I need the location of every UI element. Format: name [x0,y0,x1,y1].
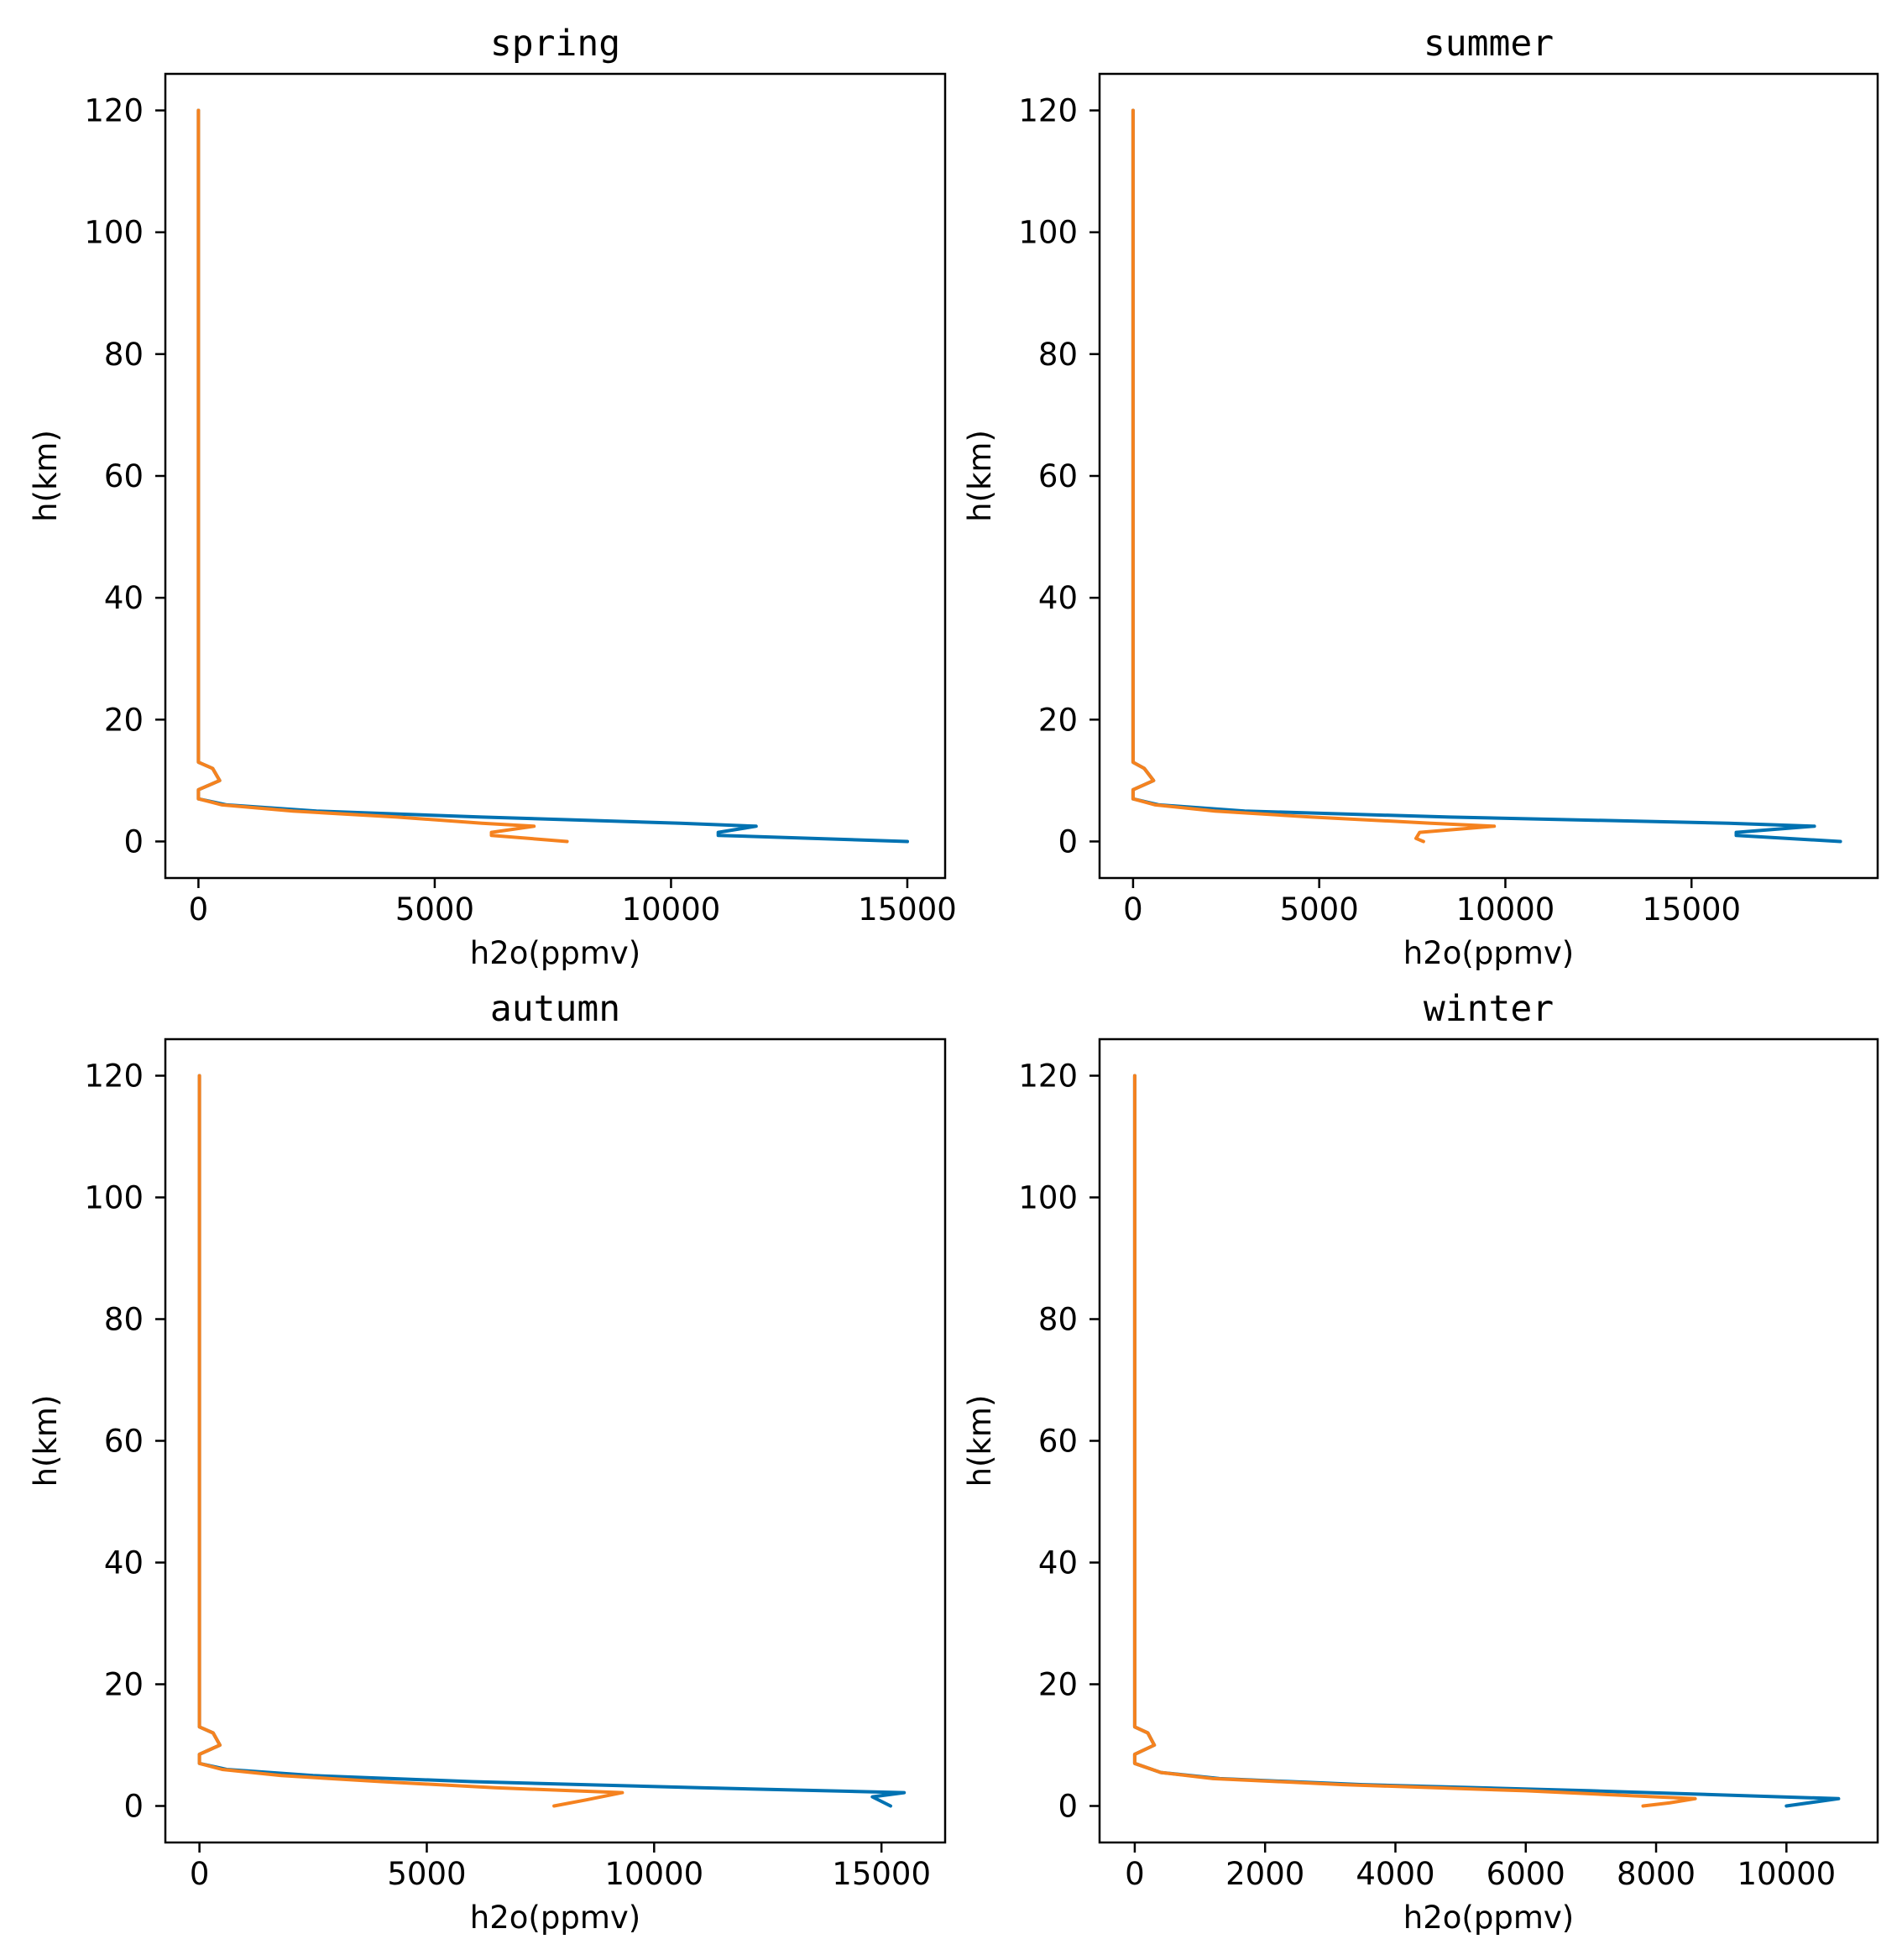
spring-ytick-label: 80 [104,337,144,373]
winter-xtick-label: 10000 [1737,1856,1836,1892]
spring-series-2-line [196,108,569,844]
spring-ytick-label: 20 [104,702,144,738]
autumn-xtick-label: 5000 [387,1856,466,1892]
summer-series-1-line [1131,108,1842,844]
winter-title: winter [1424,988,1554,1030]
summer-ytick-label: 40 [1038,580,1078,616]
autumn-xtick-label: 10000 [604,1856,703,1892]
winter-ytick-label: 40 [1038,1545,1078,1581]
autumn-ytick-label: 40 [104,1545,144,1581]
autumn-title: autumn [490,988,620,1030]
winter-ytick-label: 0 [1058,1789,1078,1825]
spring-title: spring [490,23,620,65]
summer-ytick-label: 120 [1018,93,1078,129]
summer-ylabel: h(km) [962,430,998,522]
spring-ytick-label: 40 [104,580,144,616]
winter-ytick-label: 60 [1038,1424,1078,1460]
autumn-ytick-label: 100 [84,1180,144,1216]
autumn-series-1-line [197,1074,907,1808]
summer-xtick-label: 10000 [1456,891,1555,928]
summer-series-2-line [1131,108,1497,844]
summer-xtick-label: 5000 [1280,891,1359,928]
spring-ytick-label: 0 [123,823,144,860]
autumn-ylabel: h(km) [28,1395,64,1487]
winter-xtick-label: 4000 [1356,1856,1434,1892]
autumn-ytick-label: 80 [104,1302,144,1338]
winter-ytick-label: 20 [1038,1667,1078,1703]
spring-ylabel: h(km) [28,430,64,522]
summer-ytick-label: 100 [1018,215,1078,251]
winter-axes-frame [1098,1037,1879,1844]
winter-xtick-label: 6000 [1487,1856,1565,1892]
autumn-series-2-line [197,1074,624,1808]
winter-ytick-label: 100 [1018,1180,1078,1216]
winter-series-1-line [1132,1074,1841,1808]
spring-ytick-label: 100 [84,215,144,251]
autumn-ytick-label: 20 [104,1667,144,1703]
winter-xtick-label: 2000 [1225,1856,1304,1892]
spring-axes-frame [164,72,947,880]
spring-ytick-label: 60 [104,458,144,494]
autumn-xtick-label: 15000 [832,1856,931,1892]
winter-xlabel: h2o(ppmv) [1403,1900,1574,1936]
spring-xlabel: h2o(ppmv) [470,935,640,971]
summer-axes-frame [1098,72,1879,880]
autumn-ytick-label: 0 [123,1789,144,1825]
autumn-axes-frame [164,1037,947,1844]
summer-xlabel: h2o(ppmv) [1403,935,1574,971]
autumn-xtick-label: 0 [190,1856,210,1892]
spring-xtick-label: 5000 [395,891,474,928]
winter-xtick-label: 8000 [1617,1856,1696,1892]
autumn-ytick-label: 60 [104,1424,144,1460]
summer-ytick-label: 80 [1038,337,1078,373]
summer-title: summer [1424,23,1554,65]
summer-xtick-label: 15000 [1642,891,1741,928]
autumn-xlabel: h2o(ppmv) [470,1900,640,1936]
autumn-ytick-label: 120 [84,1058,144,1095]
summer-xtick-label: 0 [1123,891,1143,928]
spring-xtick-label: 10000 [622,891,721,928]
summer-ytick-label: 0 [1058,823,1078,860]
spring-series-1-line [196,108,909,844]
winter-ytick-label: 120 [1018,1058,1078,1095]
winter-xtick-label: 0 [1125,1856,1145,1892]
winter-series-2-line [1132,1074,1697,1808]
summer-ytick-label: 60 [1038,458,1078,494]
spring-xtick-label: 15000 [858,891,957,928]
winter-ylabel: h(km) [962,1395,998,1487]
spring-ytick-label: 120 [84,93,144,129]
winter-ytick-label: 80 [1038,1302,1078,1338]
summer-ytick-label: 20 [1038,702,1078,738]
spring-xtick-label: 0 [189,891,209,928]
